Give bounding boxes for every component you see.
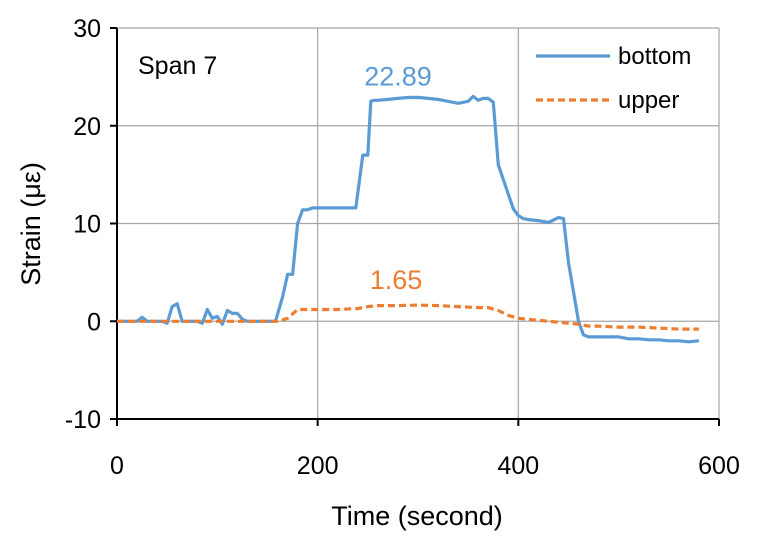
y-tick-label: 10	[73, 211, 101, 239]
x-tick-label: 600	[698, 452, 740, 480]
y-tick-label: 30	[73, 15, 101, 43]
x-tick-label: 400	[497, 452, 539, 480]
y-tick-label: -10	[65, 406, 101, 434]
axes: -10 0 10 20 30 0 200 400 600	[65, 15, 740, 480]
legend: bottom upper	[536, 43, 691, 114]
data-label-bottom: 22.89	[364, 62, 432, 92]
panel-label: Span 7	[138, 52, 217, 80]
y-tick-label: 0	[87, 308, 101, 336]
data-label-upper: 1.65	[370, 265, 423, 295]
x-tick-label: 0	[110, 452, 124, 480]
data-series: 22.89 1.65	[117, 62, 700, 344]
legend-label-bottom: bottom	[618, 43, 691, 70]
legend-label-upper: upper	[618, 87, 679, 114]
y-tick-label: 20	[73, 113, 101, 141]
x-axis-title: Time (second)	[331, 501, 503, 531]
series-line-upper	[117, 303, 699, 331]
x-tick-label: 200	[297, 452, 339, 480]
y-axis-title: Strain (με)	[16, 162, 46, 286]
